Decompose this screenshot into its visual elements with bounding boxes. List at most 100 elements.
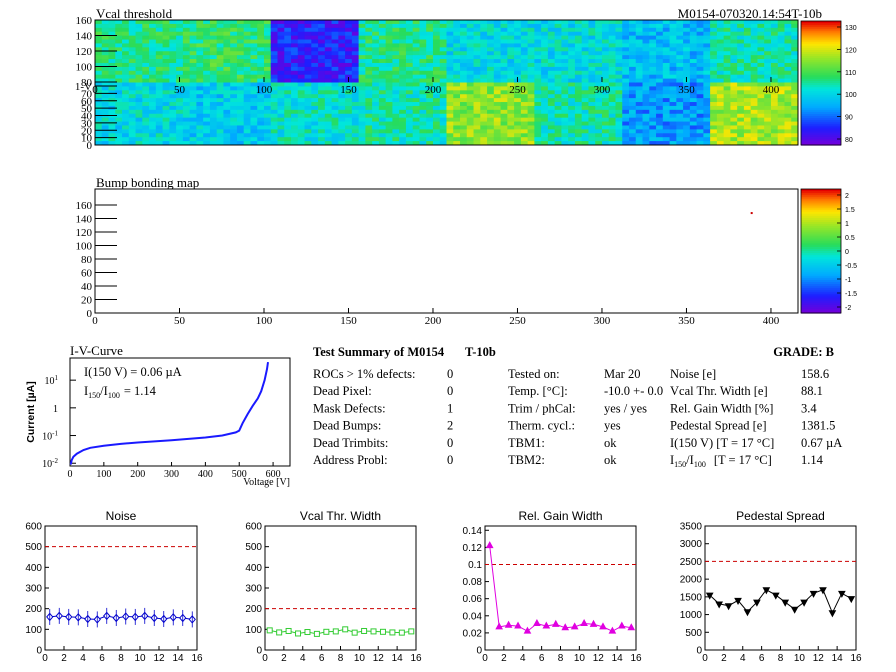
condition-label: Therm. cycl.: [508, 419, 575, 433]
threshold-pixel [101, 59, 110, 64]
threshold-pixel [703, 141, 711, 146]
threshold-pixel [392, 117, 400, 123]
threshold-pixel [730, 74, 738, 80]
threshold-pixel [243, 90, 251, 95]
threshold-pixel [710, 31, 718, 37]
data-point [514, 621, 522, 629]
threshold-pixel [432, 35, 441, 41]
data-point [332, 628, 339, 635]
threshold-pixel [601, 74, 610, 80]
threshold-pixel [696, 74, 704, 80]
threshold-pixel [432, 105, 441, 111]
threshold-pixel [115, 141, 123, 146]
x-tick-label: 150 [340, 315, 357, 327]
threshold-pixel [432, 70, 441, 76]
threshold-pixel [155, 23, 164, 29]
data-point [790, 606, 799, 614]
y-tick-label: 120 [76, 227, 93, 239]
threshold-pixel [216, 20, 224, 25]
threshold-pixel [108, 62, 116, 68]
data-point [389, 629, 396, 636]
threshold-pixel [365, 133, 373, 138]
threshold-pixel [730, 31, 738, 37]
threshold-pixel [318, 82, 326, 87]
threshold-pixel [547, 105, 556, 111]
threshold-pixel [642, 102, 650, 107]
threshold-pixel [142, 86, 150, 91]
condition-label: Trim / phCal: [508, 401, 576, 415]
threshold-pixel [547, 82, 556, 87]
threshold-pixel [696, 43, 704, 48]
threshold-pixel [432, 141, 441, 146]
threshold-pixel [554, 94, 562, 99]
threshold-pixel [460, 137, 468, 142]
threshold-pixel [122, 20, 130, 25]
threshold-pixel [588, 47, 596, 52]
threshold-pixel [324, 27, 333, 33]
threshold-pixel [209, 70, 218, 76]
threshold-pixel [351, 47, 360, 52]
threshold-pixel [473, 113, 481, 119]
threshold-pixel [115, 59, 123, 64]
threshold-pixel [284, 62, 292, 68]
threshold-pixel [689, 86, 698, 91]
threshold-pixel [446, 113, 454, 119]
threshold-pixel [257, 82, 265, 87]
threshold-pixel [196, 113, 204, 119]
threshold-pixel [399, 133, 407, 138]
iv-annotation-ratio: I150/I100 = 1.14 [84, 384, 157, 400]
threshold-pixel [622, 20, 630, 25]
threshold-pixel [236, 66, 245, 72]
threshold-pixel [95, 43, 103, 48]
threshold-pixel [683, 133, 691, 138]
threshold-pixel [770, 94, 779, 99]
threshold-pixel [122, 113, 130, 119]
threshold-pixel [128, 90, 137, 95]
threshold-pixel [453, 55, 461, 60]
threshold-pixel [372, 62, 380, 68]
threshold-pixel [115, 98, 123, 103]
threshold-pixel [358, 47, 366, 52]
threshold-pixel [764, 129, 772, 134]
threshold-pixel [304, 82, 312, 87]
threshold-pixel [520, 62, 529, 68]
threshold-pixel [764, 62, 772, 68]
threshold-pixel [716, 23, 725, 29]
threshold-pixel [101, 27, 110, 33]
threshold-pixel [500, 74, 508, 80]
threshold-pixel [615, 27, 623, 33]
colorbar-step [801, 238, 841, 242]
threshold-pixel [155, 113, 164, 119]
threshold-pixel [689, 66, 698, 72]
threshold-pixel [277, 70, 285, 76]
threshold-pixel [696, 62, 704, 68]
threshold-pixel [716, 125, 725, 130]
threshold-pixel [500, 35, 508, 41]
threshold-pixel [358, 51, 366, 56]
threshold-pixel [257, 35, 265, 41]
threshold-pixel [595, 105, 603, 111]
threshold-pixel [155, 78, 164, 83]
threshold-pixel [236, 35, 245, 41]
threshold-pixel [209, 59, 218, 64]
threshold-pixel [554, 55, 562, 60]
threshold-pixel [311, 20, 319, 25]
threshold-pixel [696, 20, 704, 25]
colorbar-tick-label: -1 [845, 277, 851, 284]
threshold-pixel [230, 51, 238, 56]
threshold-pixel [574, 78, 583, 83]
threshold-pixel [318, 62, 326, 68]
threshold-pixel [574, 86, 583, 91]
threshold-pixel [547, 121, 556, 126]
threshold-pixel [480, 47, 488, 52]
threshold-pixel [108, 117, 116, 123]
threshold-pixel [345, 137, 353, 142]
threshold-pixel [683, 47, 691, 52]
colorbar-step [801, 284, 841, 287]
threshold-pixel [223, 82, 231, 87]
threshold-pixel [520, 141, 529, 146]
threshold-pixel [142, 113, 150, 119]
threshold-pixel [270, 90, 279, 95]
threshold-pixel [236, 109, 245, 115]
condition-label: TBM1: [508, 436, 545, 450]
